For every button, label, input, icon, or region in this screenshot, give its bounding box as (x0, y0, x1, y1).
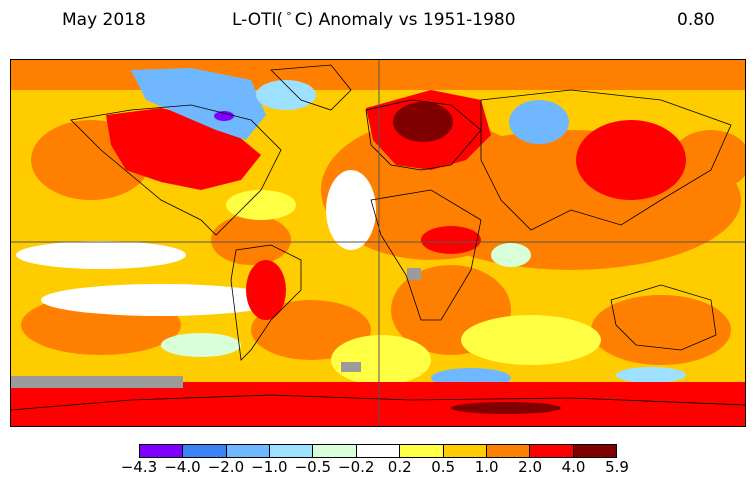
europe-coastline (365, 99, 482, 171)
colorbar-tick-label: −2.0 (207, 458, 245, 476)
colorbar-tick-labels: −4.3 −4.0 −2.0 −1.0 −0.5 −0.2 0.2 0.5 1.0 2.0 4.0 5… (0, 458, 756, 482)
atlantic-neutral (326, 170, 376, 250)
colorbar (139, 444, 617, 458)
colorbar-swatch (573, 445, 616, 457)
greenland-coastline (270, 64, 352, 111)
global-mean-value: 0.80 (677, 10, 715, 30)
north-america-coastline (70, 104, 282, 236)
labrador-sea-cool (256, 80, 316, 110)
arabian-sea-neutral (491, 243, 531, 267)
colorbar-swatch (356, 445, 401, 457)
arctic-band (11, 60, 745, 90)
coastlines (11, 64, 745, 411)
colorbar-tick-label: 1.0 (474, 458, 499, 476)
missing-data-atlantic (341, 362, 361, 372)
colorbar-tick-label: 0.2 (387, 458, 412, 476)
title-suffix: C) Anomaly vs 1951-1980 (294, 10, 516, 30)
africa-hotspot (421, 226, 481, 254)
colorbar-tick-label: −0.5 (294, 458, 332, 476)
south-pacific-neutral (41, 284, 281, 316)
colorbar-tick-label: 2.0 (518, 458, 543, 476)
antarctic-extreme-hotspot (451, 402, 561, 414)
colorbar-tick-label: 5.9 (605, 458, 629, 476)
east-asia-hotspot (576, 120, 686, 200)
north-atlantic-mild (226, 190, 296, 220)
central-asia-cold-region (509, 100, 569, 144)
antarctic-band (11, 382, 745, 426)
colorbar-swatch (443, 445, 487, 457)
colorbar-tick-label: −4.0 (164, 458, 201, 476)
west-pacific-warm-region (671, 130, 745, 190)
south-atlantic-mild (331, 335, 431, 385)
title-prefix: L-OTI( (232, 10, 284, 30)
colorbar-tick-label: −4.3 (120, 458, 158, 476)
missing-data-region (11, 376, 183, 388)
australia-warm-region (591, 295, 731, 365)
canada-cold-region (131, 68, 266, 140)
south-america-coastline (230, 244, 302, 361)
colorbar-tick-label: −0.2 (338, 458, 375, 476)
australia-coastline (610, 284, 717, 351)
anomaly-map-svg (11, 60, 745, 426)
antarctica-coastline (11, 394, 745, 411)
colorbar-swatch (530, 445, 574, 457)
map-date: May 2018 (62, 10, 146, 30)
colorbar-tick-label: 4.0 (561, 458, 586, 476)
anomaly-map (10, 59, 746, 427)
colorbar-swatch (140, 445, 184, 457)
asia-coastline (480, 89, 732, 231)
south-america-hotspot (246, 260, 286, 320)
caribbean-warm-region (211, 215, 291, 265)
southeast-pacific-neutral (161, 333, 241, 357)
colorbar-swatch (486, 445, 531, 457)
map-title: L-OTI(° C) Anomaly vs 1951-1980 (232, 10, 516, 30)
colorbar-swatch (313, 445, 357, 457)
missing-data-africa (407, 268, 421, 280)
hudson-bay-cold-spot (214, 111, 234, 121)
colorbar-swatch (183, 445, 227, 457)
degree-symbol: ° (286, 10, 292, 23)
africa-coastline (370, 189, 482, 321)
tropical-pacific-neutral (16, 241, 186, 269)
indian-ocean-mild (461, 315, 601, 365)
southern-ocean-cold-east (616, 367, 686, 383)
colorbar-swatch (400, 445, 444, 457)
colorbar-swatch (226, 445, 271, 457)
colorbar-swatch (270, 445, 314, 457)
colorbar-tick-label: −1.0 (251, 458, 288, 476)
colorbar-tick-label: 0.5 (431, 458, 456, 476)
scandinavia-extreme-hotspot (393, 102, 453, 142)
